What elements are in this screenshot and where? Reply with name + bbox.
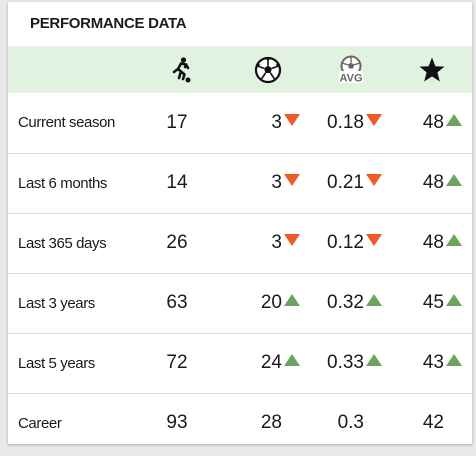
average-cell: 0.3 xyxy=(310,393,392,453)
trend-up-icon xyxy=(284,294,300,306)
appearances-cell: 63 xyxy=(136,273,226,333)
period-label-value: Last 6 months xyxy=(18,174,108,192)
average-cell-value: 0.21 xyxy=(327,172,364,193)
period-label: Current season xyxy=(8,93,136,153)
trend-up-icon xyxy=(284,354,300,366)
rating-cell: 45 xyxy=(392,273,472,333)
average-cell: 0.21 xyxy=(310,153,392,213)
performance-table: AVG Current season 17 3 0.18 48 Last 6 months… xyxy=(8,46,472,453)
table-row: Last 3 years 63 20 0.32 45 xyxy=(8,273,472,333)
rating-cell: 48 xyxy=(392,93,472,153)
period-label-value: Career xyxy=(18,414,62,432)
period-label-value: Last 3 years xyxy=(18,294,95,312)
appearances-cell-value: 72 xyxy=(166,352,188,373)
rating-cell-value: 48 xyxy=(422,111,444,133)
appearances-cell: 72 xyxy=(136,333,226,393)
trend-down-icon xyxy=(366,113,382,126)
trend-up-icon xyxy=(446,294,462,306)
trend-down-icon xyxy=(366,174,382,186)
goals-cell-value: 28 xyxy=(260,412,282,434)
appearances-cell-value: 17 xyxy=(166,111,188,133)
goals-cell: 3 xyxy=(226,153,310,213)
table-row: Last 5 years 72 24 0.33 43 xyxy=(8,333,472,393)
header-period xyxy=(8,46,136,93)
trend-down-icon xyxy=(284,174,300,186)
period-label: Last 6 months xyxy=(8,153,136,213)
rating-cell: 43 xyxy=(392,333,472,393)
goals-cell-value: 3 xyxy=(271,232,282,253)
average-cell-value: 0.12 xyxy=(327,232,364,253)
period-label-value: Last 365 days xyxy=(18,234,107,252)
period-label-value: Last 5 years xyxy=(18,354,95,372)
trend-up-icon xyxy=(446,234,462,246)
ball-avg-icon: AVG xyxy=(339,55,363,84)
average-cell-value: 0.18 xyxy=(327,111,364,133)
goals-cell: 3 xyxy=(226,93,310,153)
avg-label: AVG xyxy=(339,72,362,84)
rating-cell: 48 xyxy=(392,153,472,213)
rating-cell-value: 42 xyxy=(422,412,444,434)
average-cell: 0.33 xyxy=(310,333,392,393)
soccer-ball-icon xyxy=(254,56,282,83)
appearances-cell-value: 63 xyxy=(166,292,188,313)
panel-title: PERFORMANCE DATA xyxy=(30,15,187,32)
goals-cell-value: 3 xyxy=(271,111,282,133)
header-goals xyxy=(226,46,310,93)
appearances-cell-value: 26 xyxy=(166,232,188,253)
goals-cell: 28 xyxy=(226,393,310,453)
appearances-cell-value: 14 xyxy=(166,172,188,193)
goals-cell: 20 xyxy=(226,273,310,333)
period-label: Last 3 years xyxy=(8,273,136,333)
table-row: Current season 17 3 0.18 48 xyxy=(8,93,472,153)
star-icon xyxy=(419,57,445,81)
average-cell: 0.18 xyxy=(310,93,392,153)
goals-cell-value: 24 xyxy=(260,352,282,373)
period-label-value: Current season xyxy=(18,114,115,132)
rating-cell-value: 43 xyxy=(422,352,444,373)
average-cell-value: 0.32 xyxy=(327,292,364,313)
trend-up-icon xyxy=(446,354,462,366)
appearances-cell: 93 xyxy=(136,393,226,453)
period-label: Last 5 years xyxy=(8,333,136,393)
appearances-cell: 17 xyxy=(136,93,226,153)
rating-cell: 48 xyxy=(392,213,472,273)
average-cell-value: 0.33 xyxy=(327,352,364,373)
appearances-cell: 26 xyxy=(136,213,226,273)
trend-down-icon xyxy=(284,234,300,246)
trend-up-icon xyxy=(446,174,462,186)
average-cell: 0.12 xyxy=(310,213,392,273)
table-row: Last 6 months 14 3 0.21 48 xyxy=(8,153,472,213)
trend-down-icon xyxy=(366,234,382,246)
appearances-cell-value: 93 xyxy=(166,412,188,434)
goals-cell: 24 xyxy=(226,333,310,393)
table-header-row: AVG xyxy=(8,46,472,93)
trend-up-icon xyxy=(446,113,462,126)
rating-cell-value: 48 xyxy=(422,172,444,193)
rating-cell-value: 45 xyxy=(422,292,444,313)
period-label: Last 365 days xyxy=(8,213,136,273)
table-row: Career 93 28 0.3 42 xyxy=(8,393,472,453)
rating-cell: 42 xyxy=(392,393,472,453)
average-cell: 0.32 xyxy=(310,273,392,333)
performance-data-panel: PERFORMANCE DATA xyxy=(8,2,472,444)
trend-up-icon xyxy=(366,294,382,306)
rating-cell-value: 48 xyxy=(422,232,444,253)
player-running-icon xyxy=(172,56,191,82)
goals-cell-value: 3 xyxy=(271,172,282,193)
trend-down-icon xyxy=(284,113,300,126)
period-label: Career xyxy=(8,393,136,453)
trend-up-icon xyxy=(366,354,382,366)
appearances-cell: 14 xyxy=(136,153,226,213)
header-rating xyxy=(392,46,472,93)
goals-cell-value: 20 xyxy=(260,292,282,313)
goals-cell: 3 xyxy=(226,213,310,273)
table-row: Last 365 days 26 3 0.12 48 xyxy=(8,213,472,273)
header-average: AVG xyxy=(310,46,392,93)
average-cell-value: 0.3 xyxy=(337,412,364,434)
header-appearances xyxy=(136,46,226,93)
